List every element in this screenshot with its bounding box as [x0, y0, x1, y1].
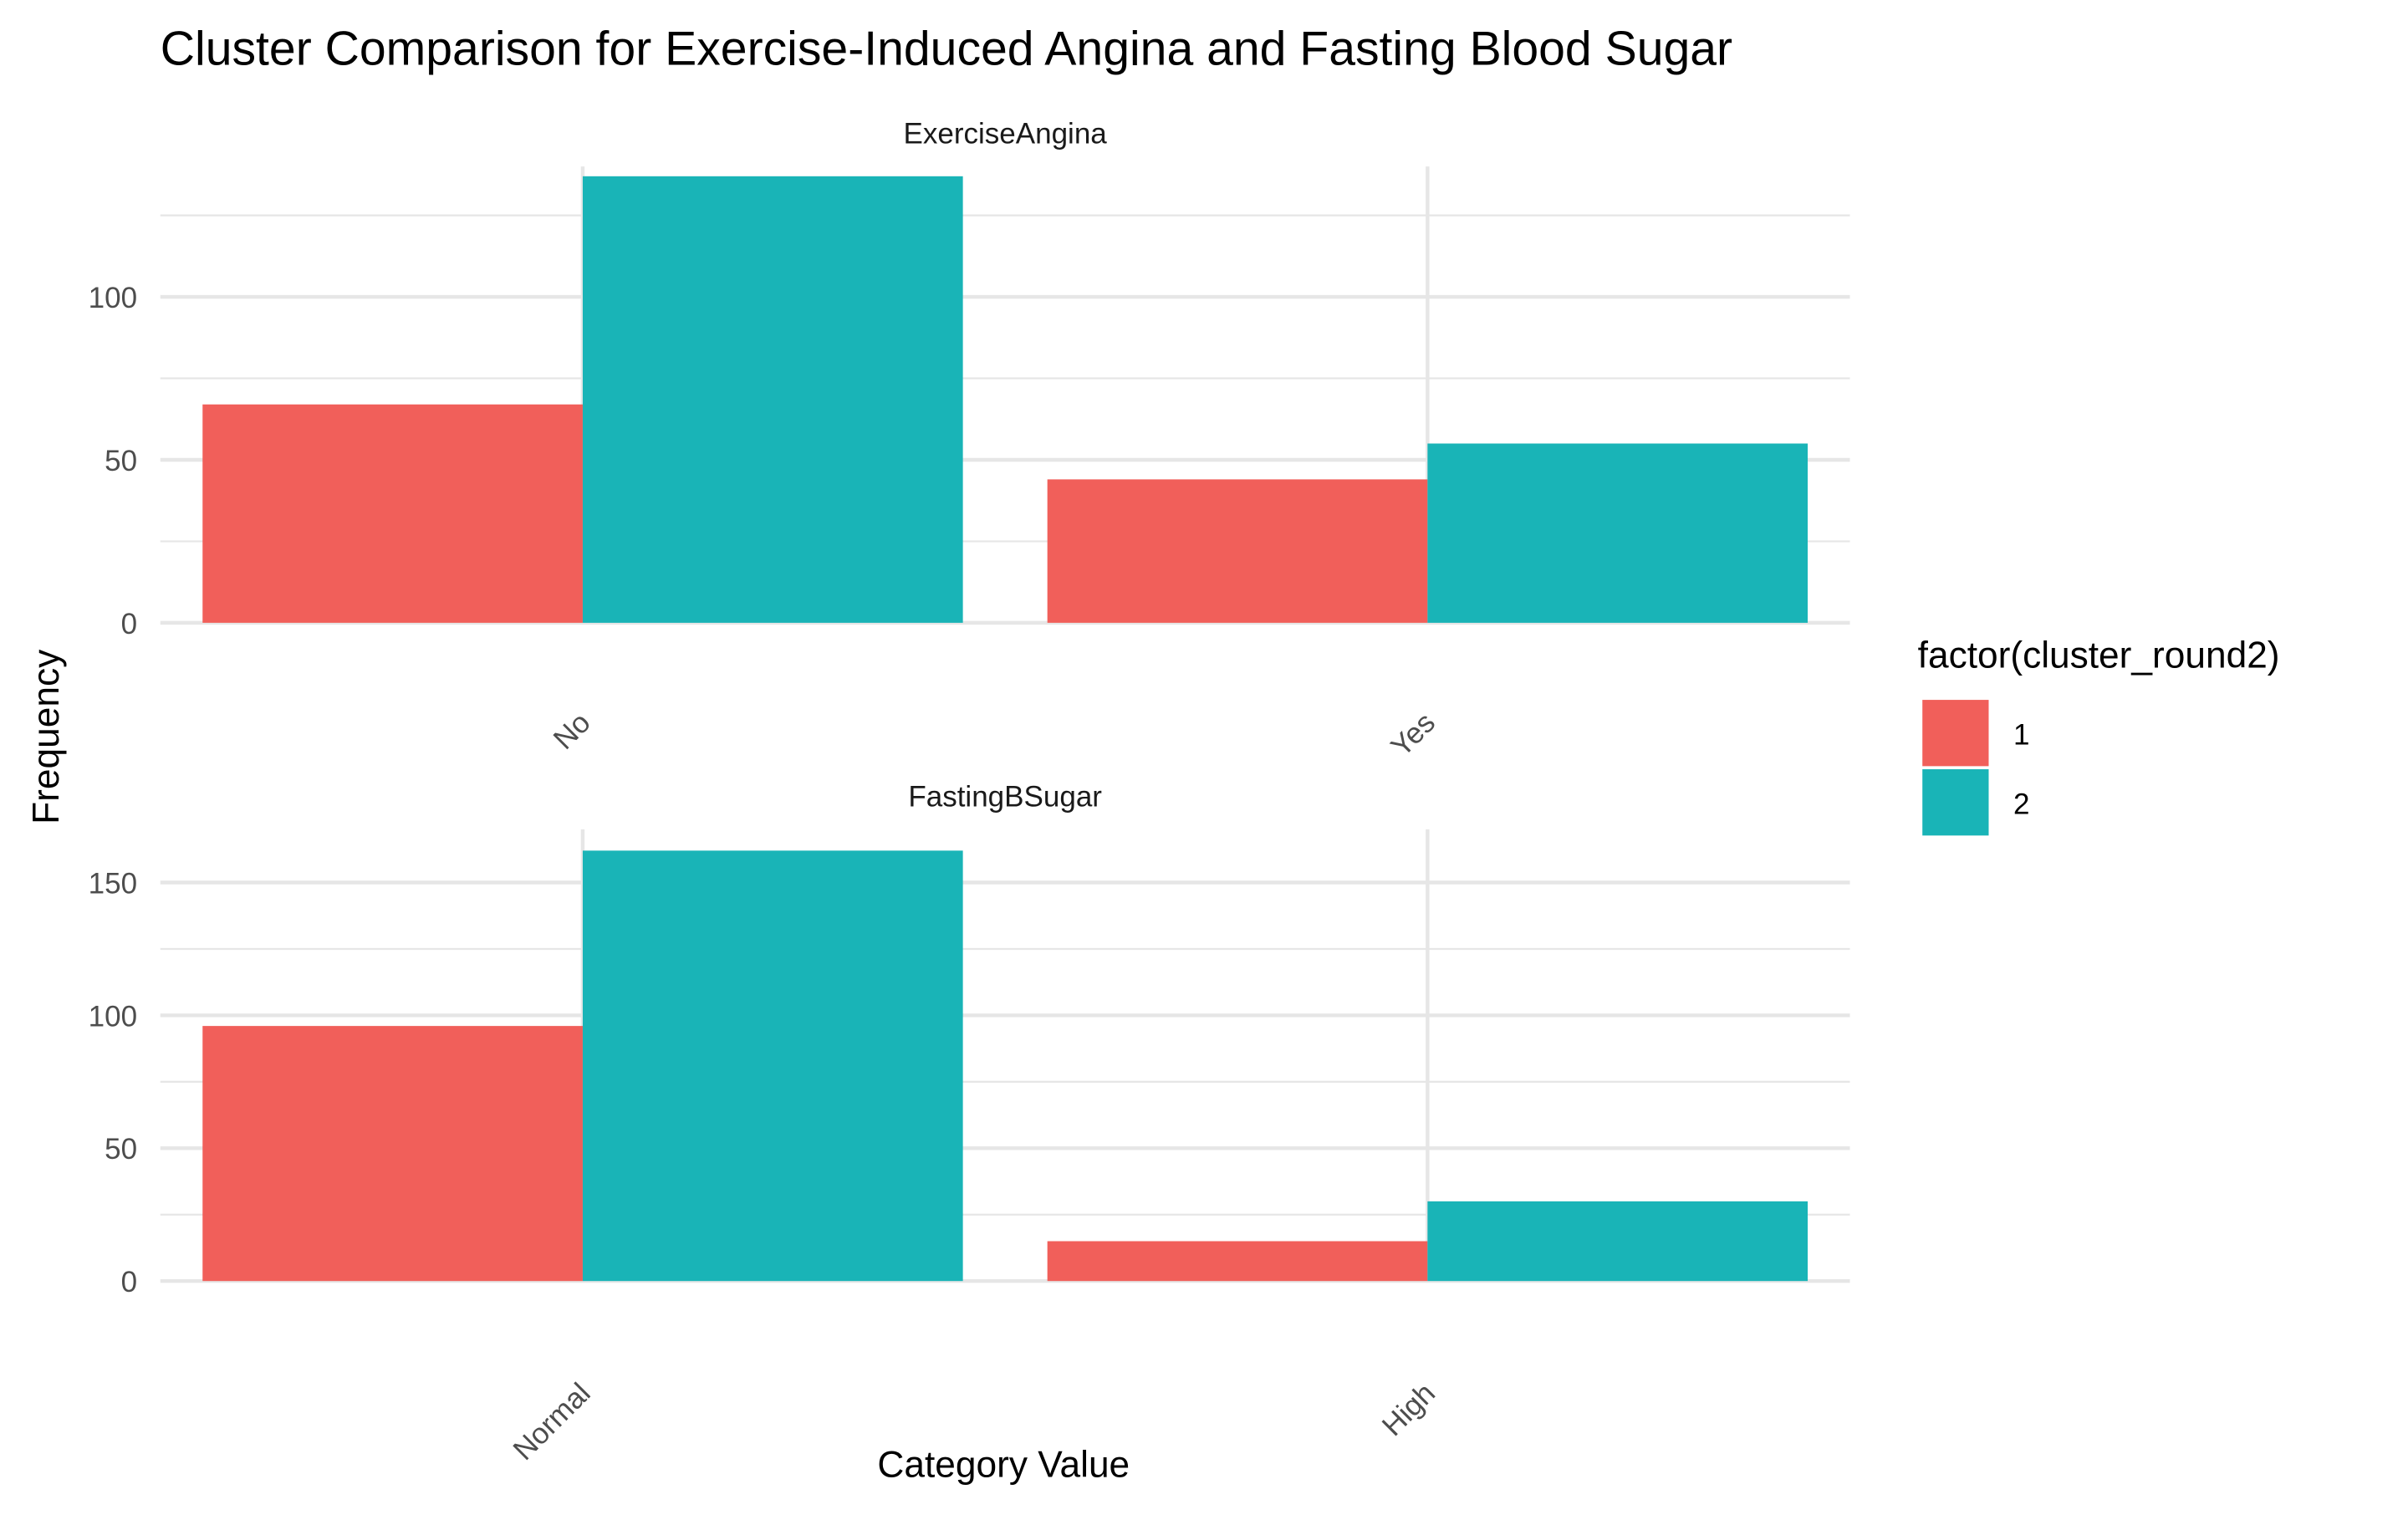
- y-tick-label: 50: [105, 1133, 137, 1166]
- legend-key-1: [1922, 700, 1989, 767]
- bar-No-cluster-1: [202, 404, 583, 623]
- x-tick-label: No: [547, 706, 596, 756]
- legend-title: factor(cluster_round2): [1918, 635, 2280, 676]
- bar-Yes-cluster-1: [1047, 479, 1428, 623]
- bar-No-cluster-2: [582, 176, 963, 623]
- bar-Yes-cluster-2: [1427, 443, 1809, 623]
- panel-ExerciseAngina: 0 50 100 No Yes ExerciseAngina: [89, 117, 1850, 763]
- chart-title: Cluster Comparison for Exercise-Induced …: [161, 22, 1732, 75]
- legend: factor(cluster_round2) 1 2: [1918, 635, 2280, 836]
- legend-key-2: [1922, 769, 1989, 836]
- legend-label: 1: [2013, 719, 2029, 752]
- y-tick-label: 150: [89, 867, 137, 900]
- panels: 0 50 100 No Yes ExerciseAngina 0 50 100 150 Normal…: [89, 117, 1850, 1466]
- y-tick-label: 0: [121, 1266, 137, 1298]
- x-tick-label: Normal: [507, 1377, 596, 1466]
- x-axis-label: Category Value: [877, 1444, 1130, 1485]
- x-tick-label: Yes: [1385, 706, 1441, 763]
- bar-High-cluster-1: [1047, 1241, 1428, 1282]
- facet-title: ExerciseAngina: [903, 117, 1107, 150]
- y-tick-label: 0: [121, 608, 137, 640]
- y-tick-label: 50: [105, 445, 137, 477]
- legend-label: 2: [2013, 788, 2029, 821]
- y-tick-label: 100: [89, 282, 137, 314]
- panel-FastingBSugar: 0 50 100 150 Normal High FastingBSugar: [89, 780, 1850, 1466]
- y-axis-label: Frequency: [26, 649, 67, 824]
- bar-High-cluster-2: [1427, 1201, 1809, 1282]
- facet-title: FastingBSugar: [908, 780, 1102, 813]
- bar-Normal-cluster-2: [582, 850, 963, 1282]
- y-tick-label: 100: [89, 1000, 137, 1033]
- bar-Normal-cluster-1: [202, 1026, 583, 1282]
- x-tick-label: High: [1376, 1377, 1442, 1442]
